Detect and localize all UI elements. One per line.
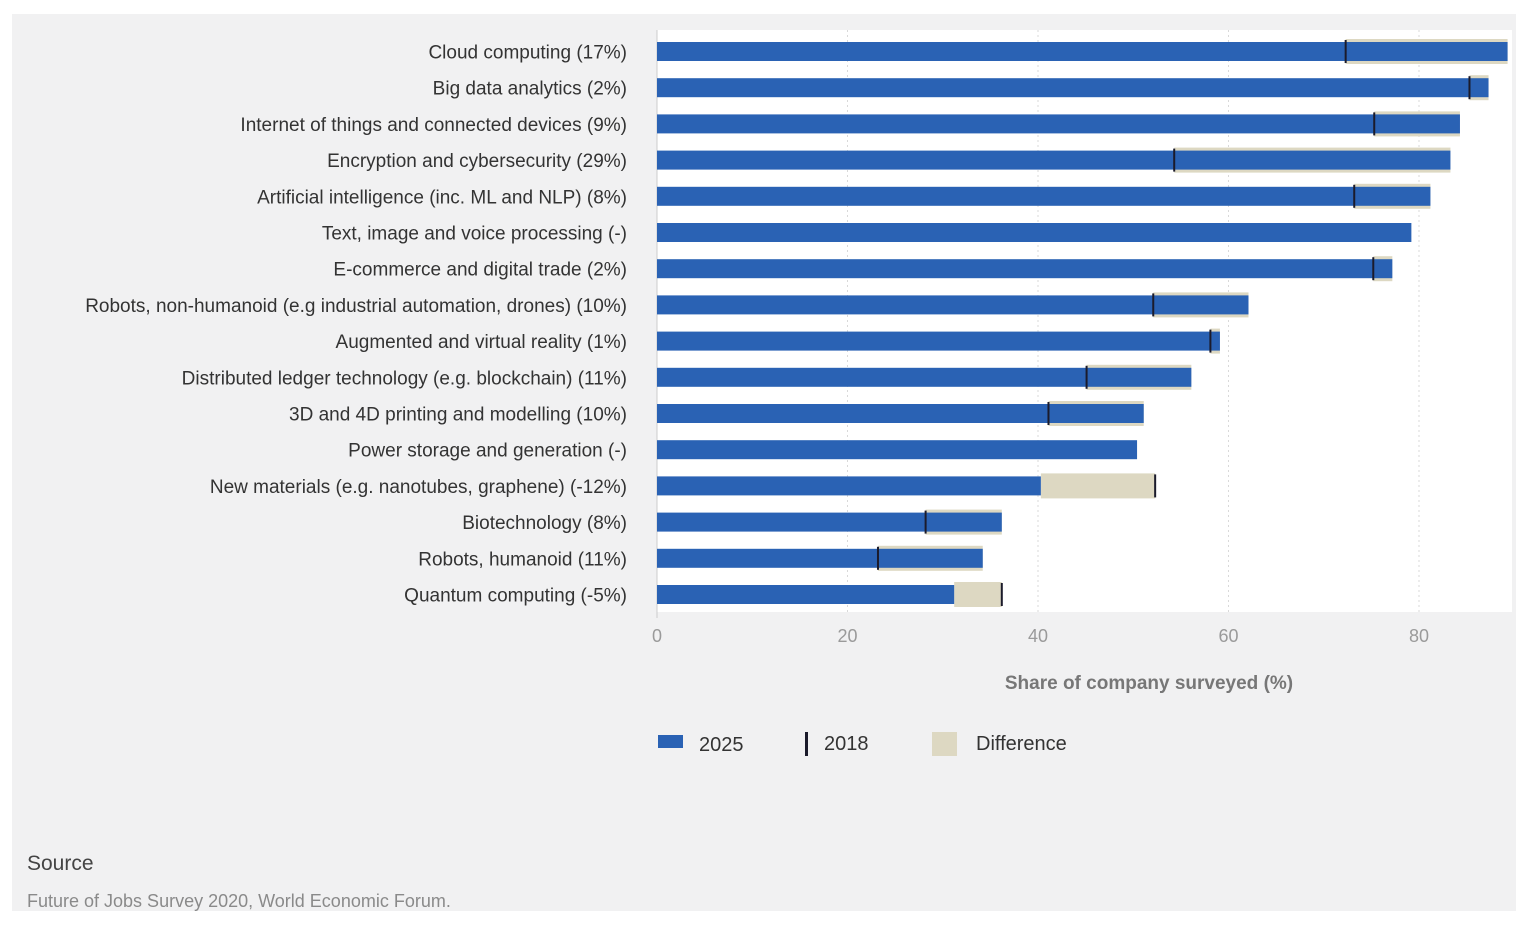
category-label: Artificial intelligence (inc. ML and NLP…: [257, 187, 627, 208]
marker-2018: [1372, 257, 1375, 281]
bar-2025: [657, 259, 1393, 279]
x-tick-label: 20: [837, 626, 857, 646]
bar-2025: [657, 512, 1002, 532]
category-label: Power storage and generation (-): [348, 441, 627, 462]
bar-2025: [657, 367, 1192, 387]
legend-swatch-2025: [658, 735, 683, 748]
marker-2018: [1085, 365, 1088, 389]
marker-2018: [1468, 76, 1471, 100]
legend-swatch-2018: [805, 732, 808, 756]
bar-2025: [657, 295, 1249, 315]
category-label: Text, image and voice processing (-): [322, 224, 627, 245]
marker-2018: [1000, 583, 1003, 606]
bar-2025: [657, 150, 1451, 170]
marker-2018: [924, 510, 927, 534]
category-label: Robots, humanoid (11%): [418, 549, 627, 570]
legend-swatch-difference: [932, 732, 957, 756]
legend-label-2018: 2018: [824, 733, 869, 755]
marker-2018: [1373, 112, 1376, 136]
category-label: 3D and 4D printing and modelling (10%): [289, 405, 627, 426]
bar-2025: [657, 404, 1144, 423]
legend-label-2025: 2025: [699, 734, 744, 756]
x-tick-label: 40: [1028, 626, 1048, 646]
marker-2018: [1344, 40, 1347, 63]
difference-bar: [954, 582, 1002, 607]
category-label: Biotechnology (8%): [462, 513, 627, 534]
bar-2025: [657, 440, 1138, 460]
marker-2018: [1154, 474, 1157, 498]
category-label: Internet of things and connected devices…: [240, 115, 627, 136]
marker-2018: [876, 546, 879, 570]
category-label: Encryption and cybersecurity (29%): [327, 151, 627, 172]
difference-bar: [1040, 473, 1156, 499]
bar-2025: [657, 476, 1041, 496]
x-tick-label: 60: [1218, 626, 1238, 646]
category-label: Big data analytics (2%): [433, 79, 627, 100]
bar-2025: [657, 331, 1220, 351]
x-tick-label: 0: [652, 626, 662, 646]
bar-2025: [657, 42, 1508, 61]
chart-svg: 0 20 40 60 80 Cloud computing (17%) Big data a…: [85, 30, 1512, 756]
category-label: Augmented and virtual reality (1%): [336, 332, 627, 353]
category-label: Robots, non-humanoid (e.g industrial aut…: [85, 296, 627, 317]
legend-label-difference: Difference: [976, 733, 1067, 755]
bar-2025: [657, 78, 1489, 98]
category-label: Distributed ledger technology (e.g. bloc…: [182, 368, 627, 389]
marker-2018: [1209, 329, 1212, 353]
marker-2018: [1047, 402, 1050, 425]
bar-2025: [657, 585, 955, 604]
bar-2025: [657, 114, 1460, 134]
bar-2025: [657, 186, 1431, 206]
category-label: Cloud computing (17%): [428, 43, 627, 64]
source-title: Source: [27, 852, 94, 875]
category-label: E-commerce and digital trade (2%): [333, 260, 627, 281]
category-label: Quantum computing (-5%): [404, 586, 627, 607]
x-tick-label: 80: [1409, 626, 1429, 646]
category-label: New materials (e.g. nanotubes, graphene)…: [210, 477, 627, 498]
marker-2018: [1353, 184, 1356, 208]
bar-2025: [657, 223, 1412, 242]
bar-2025: [657, 548, 983, 568]
source-text: Future of Jobs Survey 2020, World Econom…: [27, 891, 451, 911]
x-axis-title: Share of company surveyed (%): [1005, 673, 1293, 694]
marker-2018: [1152, 293, 1155, 317]
marker-2018: [1173, 148, 1176, 172]
chart-panel: 0 20 40 60 80 Cloud computing (17%) Big data a…: [12, 14, 1516, 911]
